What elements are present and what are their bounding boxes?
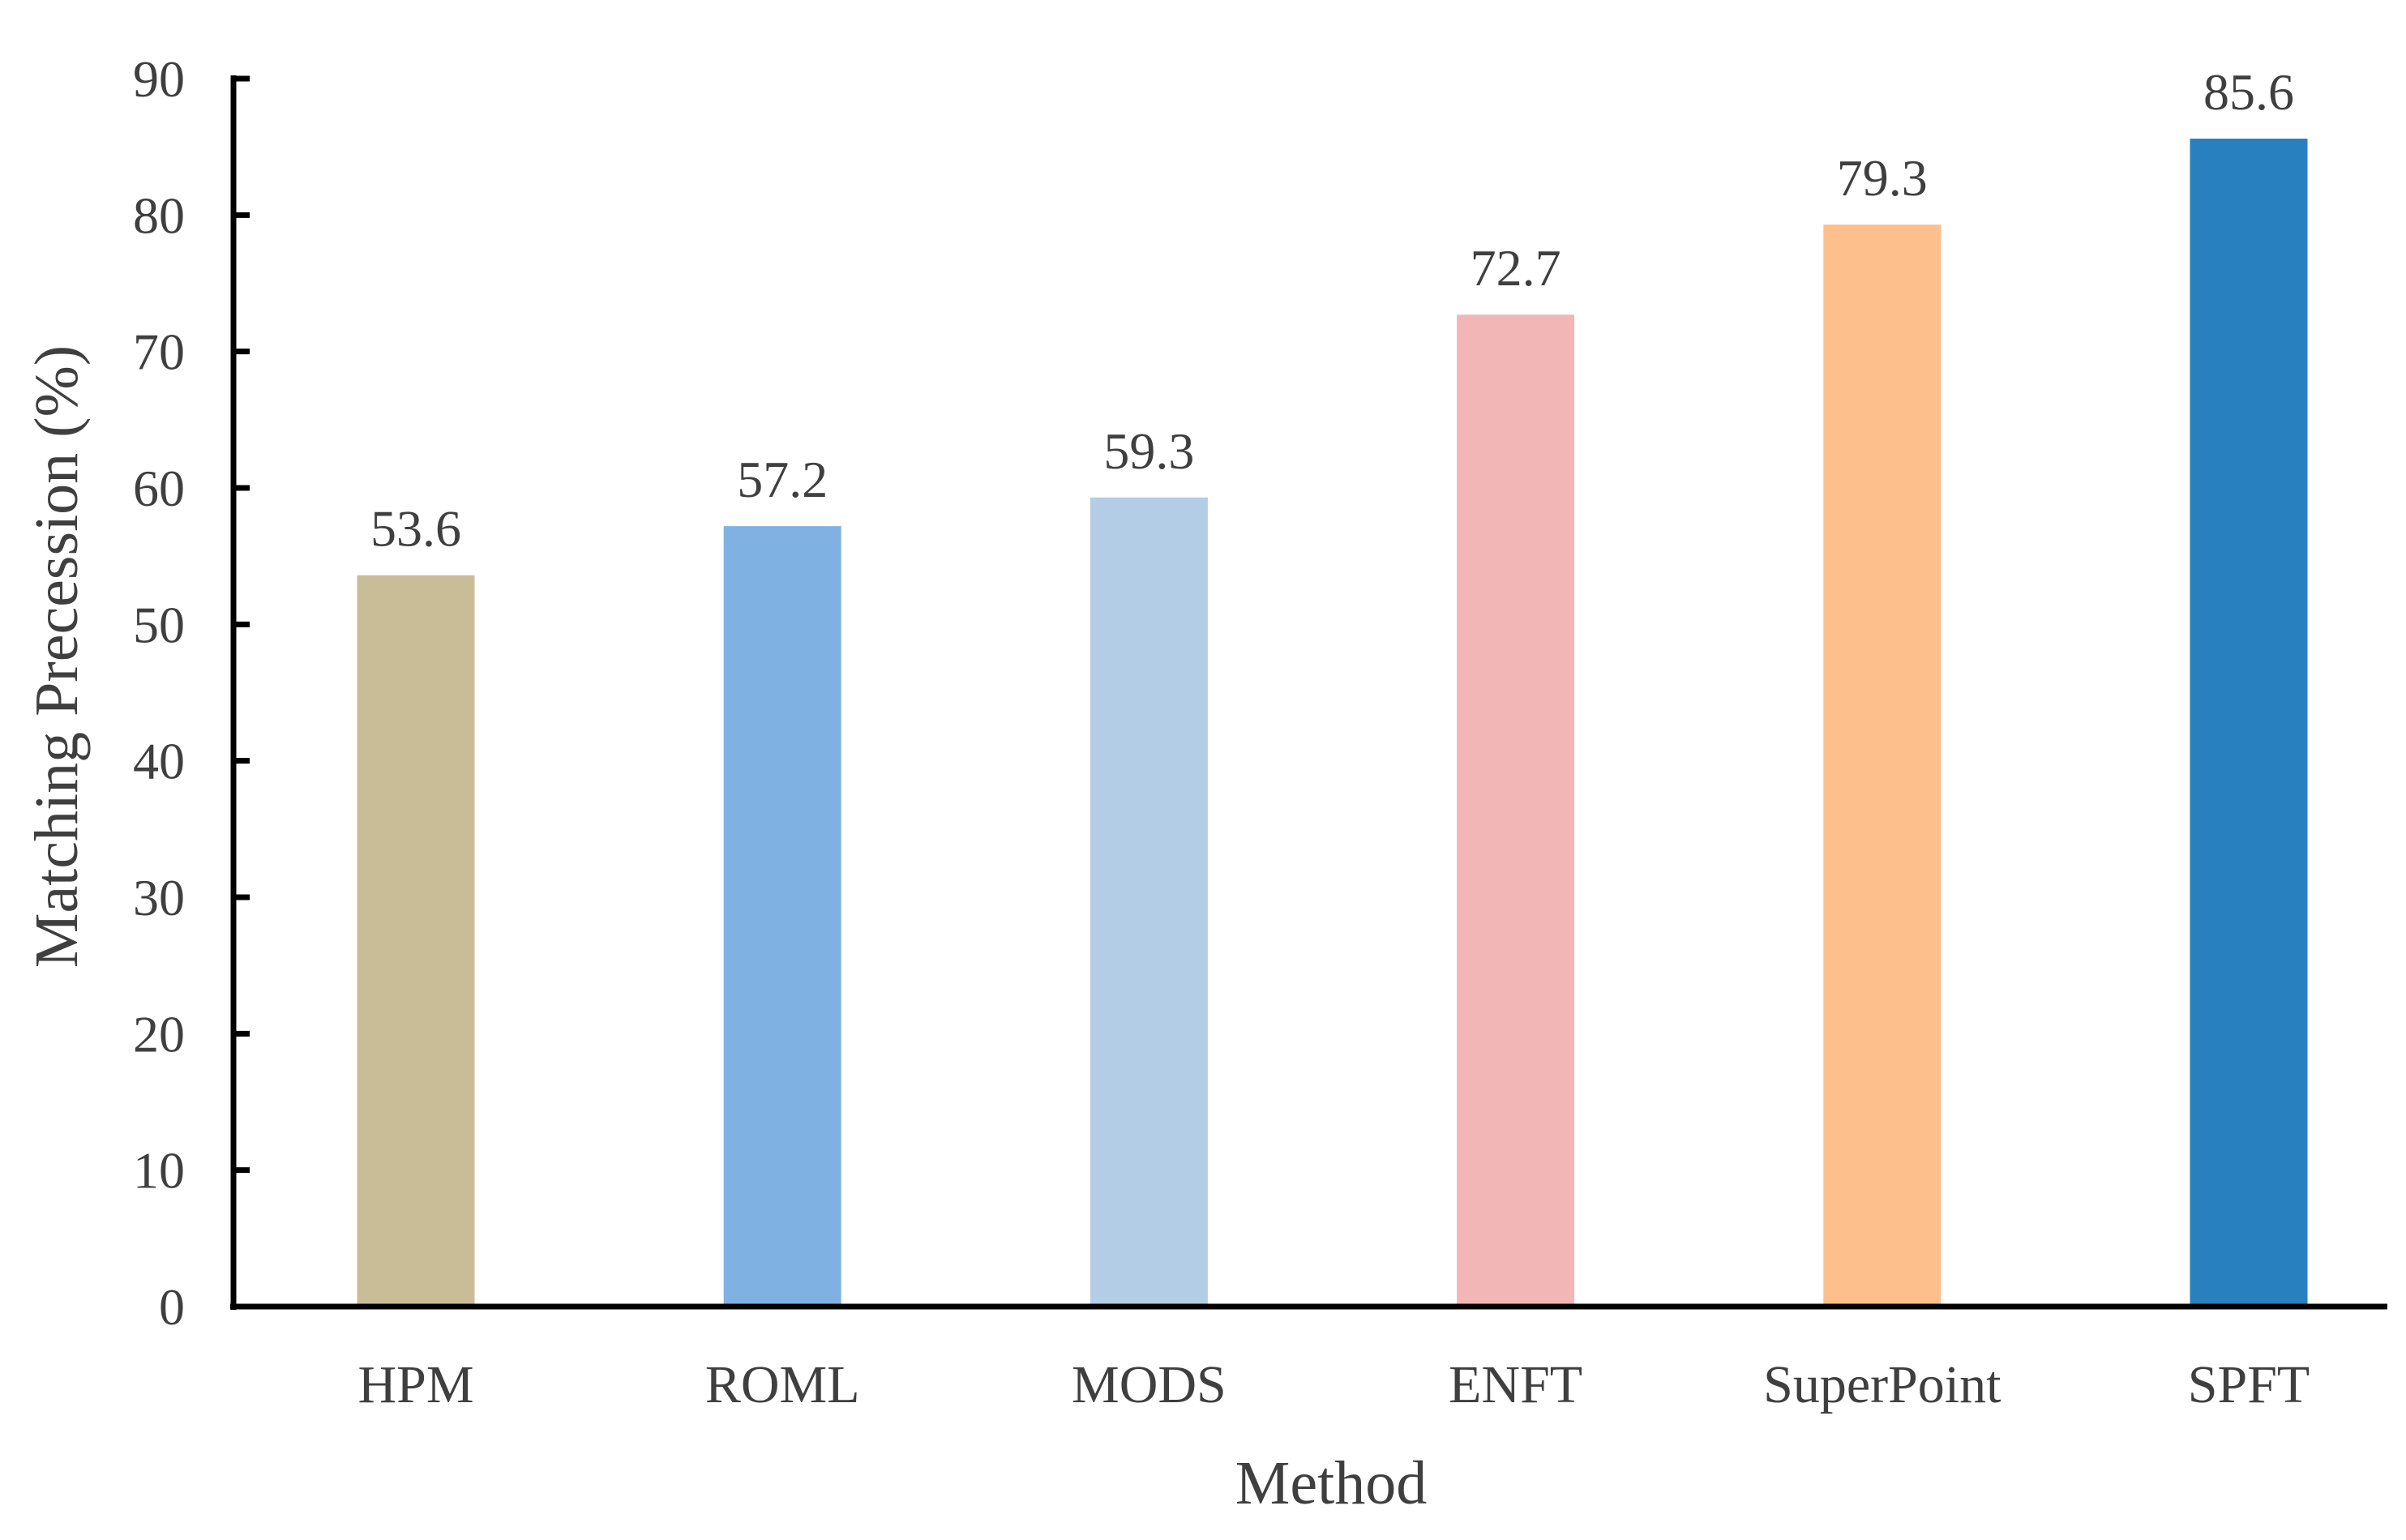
x-tick-label-superpoint: SuperPoint [1763, 1355, 2001, 1414]
y-tick-label: 40 [133, 733, 185, 790]
x-axis-title: Method [1235, 1449, 1427, 1517]
y-tick-label: 70 [133, 323, 185, 381]
bar-superpoint [1823, 225, 1941, 1307]
x-labels-layer: HPM ROML MODS ENFT SuperPoint SPFT [357, 1355, 2310, 1414]
y-ticks-layer: 0 10 20 30 40 50 60 70 80 90 [133, 50, 250, 1336]
bar-spft [2190, 139, 2308, 1307]
bar-roml [723, 526, 841, 1307]
bar-hpm [357, 575, 475, 1307]
x-tick-label-hpm: HPM [357, 1355, 473, 1414]
y-axis-title: Matching Precession (%) [23, 345, 91, 968]
value-label-superpoint: 79.3 [1837, 149, 1928, 207]
x-tick-label-enft: ENFT [1449, 1355, 1582, 1414]
value-label-enft: 72.7 [1471, 239, 1561, 297]
y-tick-label: 0 [159, 1278, 185, 1336]
x-tick-label-roml: ROML [705, 1355, 860, 1414]
y-tick-label: 30 [133, 869, 185, 926]
y-tick-label: 60 [133, 460, 185, 517]
y-tick-label: 10 [133, 1142, 185, 1200]
y-tick-label: 80 [133, 186, 185, 244]
value-label-spft: 85.6 [2203, 63, 2294, 121]
x-tick-label-mods: MODS [1072, 1355, 1227, 1414]
y-tick-label: 90 [133, 50, 185, 108]
bar-enft [1457, 314, 1575, 1307]
y-tick-label: 20 [133, 1005, 185, 1063]
value-labels-layer: 53.6 57.2 59.3 72.7 79.3 85.6 [370, 63, 2294, 558]
y-tick-label: 50 [133, 596, 185, 653]
value-label-roml: 57.2 [737, 451, 828, 508]
bars-layer [357, 139, 2308, 1307]
x-tick-label-spft: SPFT [2188, 1355, 2310, 1414]
axes-layer [230, 75, 2387, 1310]
bar-mods [1090, 497, 1208, 1307]
value-label-mods: 59.3 [1103, 422, 1194, 480]
value-label-hpm: 53.6 [370, 500, 461, 558]
